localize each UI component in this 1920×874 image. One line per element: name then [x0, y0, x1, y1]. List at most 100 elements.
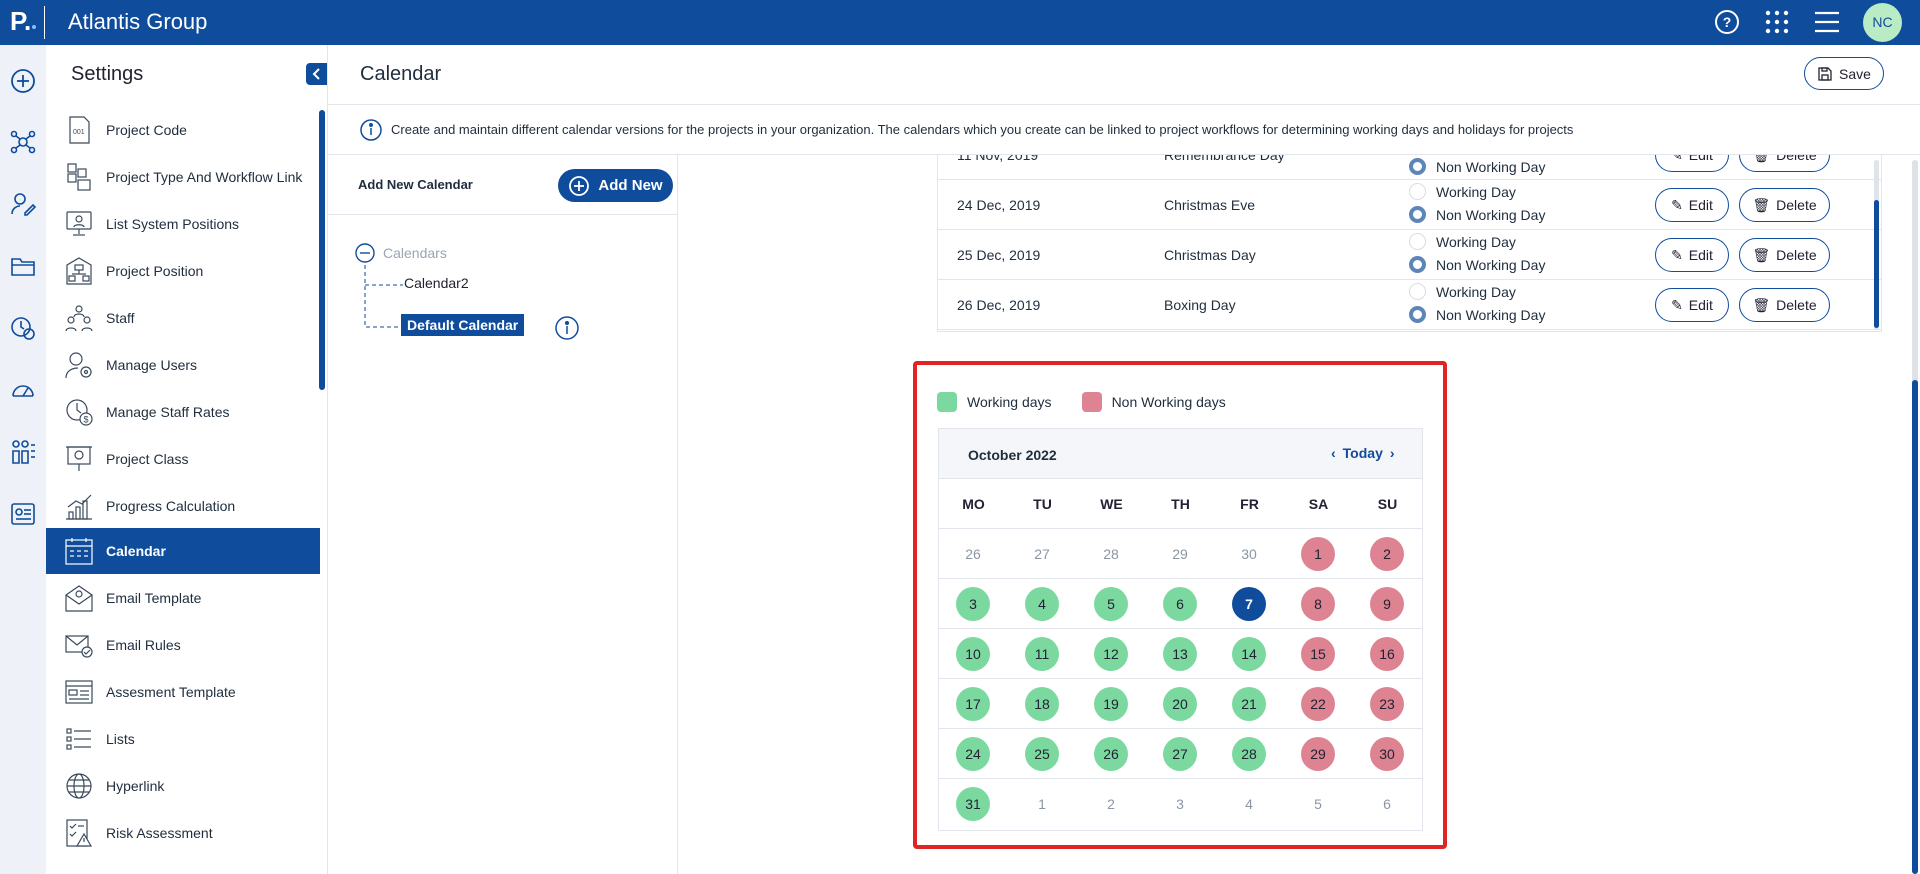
sidebar-item-email-template[interactable]: Email Template: [46, 575, 320, 621]
day-cell[interactable]: 4: [1025, 587, 1059, 621]
radio-selected[interactable]: [1409, 256, 1426, 273]
day-cell[interactable]: 21: [1232, 687, 1266, 721]
working-day-radio[interactable]: Working Day: [1409, 283, 1516, 300]
non-working-day-radio[interactable]: Non Working Day: [1409, 256, 1545, 273]
sidebar-item-manage-users[interactable]: Manage Users: [46, 342, 320, 388]
sidebar-item-risk-assessment[interactable]: Risk Assessment: [46, 810, 320, 856]
edit-button[interactable]: ✎Edit: [1655, 288, 1729, 322]
chevron-right-icon[interactable]: ›: [1389, 445, 1395, 461]
day-cell[interactable]: 6: [1163, 587, 1197, 621]
delete-button[interactable]: 🗑Delete: [1739, 188, 1830, 222]
delete-button[interactable]: 🗑Delete: [1739, 155, 1830, 172]
help-icon[interactable]: ?: [1714, 9, 1740, 40]
day-cell[interactable]: 2: [1107, 796, 1115, 812]
main-scrollbar[interactable]: [1912, 380, 1918, 874]
sidebar-item-project-position[interactable]: Project Position: [46, 248, 320, 294]
network-icon[interactable]: [10, 129, 36, 160]
day-cell[interactable]: 30: [1241, 546, 1257, 562]
day-cell[interactable]: 30: [1370, 737, 1404, 771]
sidebar-item-manage-staff-rates[interactable]: $ Manage Staff Rates: [46, 389, 320, 435]
day-cell[interactable]: 14: [1232, 637, 1266, 671]
app-logo[interactable]: P.: [10, 6, 32, 36]
sidebar-item-project-type[interactable]: Project Type And Workflow Link: [46, 154, 320, 200]
collapse-sidebar-button[interactable]: [306, 63, 327, 85]
tree-root-calendars[interactable]: Calendars: [355, 243, 447, 263]
sidebar-item-progress-calculation[interactable]: Progress Calculation: [46, 483, 320, 529]
day-cell[interactable]: 4: [1245, 796, 1253, 812]
sidebar-scrollbar[interactable]: [319, 110, 325, 390]
radio-selected[interactable]: [1409, 306, 1426, 323]
sidebar-item-staff[interactable]: Staff: [46, 295, 320, 341]
report-card-icon[interactable]: [10, 501, 36, 532]
sidebar-item-calendar[interactable]: Calendar: [46, 528, 320, 574]
today-button[interactable]: Today: [1342, 445, 1383, 461]
day-cell[interactable]: 15: [1301, 637, 1335, 671]
radio-unselected[interactable]: [1409, 283, 1426, 300]
day-cell[interactable]: 2: [1370, 537, 1404, 571]
day-cell[interactable]: 28: [1232, 737, 1266, 771]
add-circle-icon[interactable]: [10, 68, 36, 99]
day-cell[interactable]: 26: [965, 546, 981, 562]
edit-button[interactable]: ✎Edit: [1655, 188, 1729, 222]
day-cell[interactable]: 3: [1176, 796, 1184, 812]
table-scrollbar[interactable]: [1874, 200, 1879, 328]
day-cell[interactable]: 18: [1025, 687, 1059, 721]
sidebar-item-lists[interactable]: Lists: [46, 716, 320, 762]
sidebar-item-hyperlink[interactable]: Hyperlink: [46, 763, 320, 809]
day-cell[interactable]: 12: [1094, 637, 1128, 671]
user-avatar[interactable]: NC: [1863, 3, 1902, 42]
day-cell[interactable]: 22: [1301, 687, 1335, 721]
user-edit-icon[interactable]: [10, 191, 37, 222]
day-cell[interactable]: 3: [956, 587, 990, 621]
day-cell[interactable]: 26: [1094, 737, 1128, 771]
working-day-radio[interactable]: Working Day: [1409, 233, 1516, 250]
day-cell[interactable]: 31: [956, 787, 990, 821]
sidebar-item-list-system-positions[interactable]: List System Positions: [46, 201, 320, 247]
dashboard-gauge-icon[interactable]: [10, 377, 36, 408]
chevron-left-icon[interactable]: ‹: [1331, 445, 1336, 461]
sidebar-item-assesment-template[interactable]: Assesment Template: [46, 669, 320, 715]
radio-selected[interactable]: [1409, 158, 1426, 175]
day-cell[interactable]: 23: [1370, 687, 1404, 721]
tree-item-default-calendar[interactable]: Default Calendar: [401, 314, 525, 336]
clock-dollar-icon[interactable]: [10, 315, 36, 346]
edit-button[interactable]: ✎Edit: [1655, 238, 1729, 272]
apps-grid-icon[interactable]: [1764, 9, 1790, 40]
app-name[interactable]: Atlantis Group: [68, 9, 208, 34]
day-cell[interactable]: 8: [1301, 587, 1335, 621]
day-cell[interactable]: 5: [1314, 796, 1322, 812]
day-cell[interactable]: 27: [1163, 737, 1197, 771]
day-cell[interactable]: 5: [1094, 587, 1128, 621]
hamburger-menu-icon[interactable]: [1814, 9, 1840, 40]
day-cell[interactable]: 16: [1370, 637, 1404, 671]
day-cell[interactable]: 24: [956, 737, 990, 771]
sidebar-item-project-code[interactable]: 001 Project Code: [46, 107, 320, 153]
radio-unselected[interactable]: [1409, 233, 1426, 250]
day-cell[interactable]: 1: [1038, 796, 1046, 812]
delete-button[interactable]: 🗑Delete: [1739, 238, 1830, 272]
day-cell[interactable]: 20: [1163, 687, 1197, 721]
info-icon[interactable]: [554, 315, 580, 341]
day-cell[interactable]: 6: [1383, 796, 1391, 812]
non-working-day-radio[interactable]: Non Working Day: [1409, 158, 1545, 175]
day-cell[interactable]: 1: [1301, 537, 1335, 571]
day-cell[interactable]: 19: [1094, 687, 1128, 721]
working-day-radio[interactable]: Working Day: [1409, 183, 1516, 200]
people-org-icon[interactable]: [10, 439, 36, 470]
collapse-minus-icon[interactable]: [355, 243, 375, 263]
save-button[interactable]: Save: [1804, 57, 1884, 90]
folder-icon[interactable]: [10, 253, 36, 284]
day-cell[interactable]: 11: [1025, 637, 1059, 671]
today-day-cell[interactable]: 7: [1232, 587, 1266, 621]
day-cell[interactable]: 29: [1301, 737, 1335, 771]
non-working-day-radio[interactable]: Non Working Day: [1409, 206, 1545, 223]
radio-unselected[interactable]: [1409, 183, 1426, 200]
edit-button[interactable]: ✎Edit: [1655, 155, 1729, 172]
day-cell[interactable]: 25: [1025, 737, 1059, 771]
day-cell[interactable]: 28: [1103, 546, 1119, 562]
sidebar-item-email-rules[interactable]: Email Rules: [46, 622, 320, 668]
day-cell[interactable]: 9: [1370, 587, 1404, 621]
tree-item-calendar2[interactable]: Calendar2: [404, 275, 469, 291]
add-new-button[interactable]: Add New: [558, 169, 673, 202]
day-cell[interactable]: 29: [1172, 546, 1188, 562]
